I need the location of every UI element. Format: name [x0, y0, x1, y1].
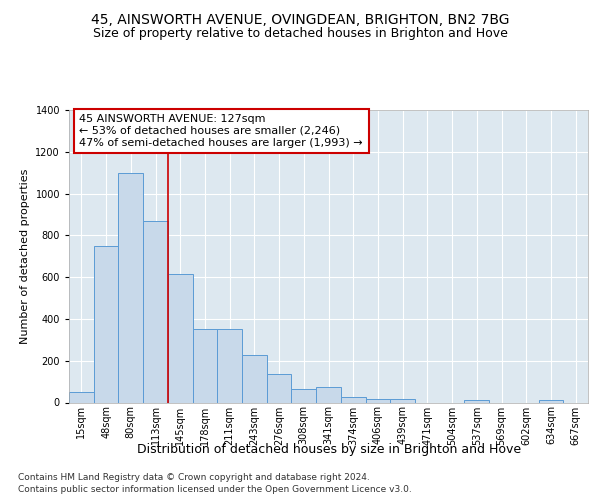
Text: 45 AINSWORTH AVENUE: 127sqm
← 53% of detached houses are smaller (2,246)
47% of : 45 AINSWORTH AVENUE: 127sqm ← 53% of det… — [79, 114, 363, 148]
Bar — [316, 388, 341, 402]
Bar — [390, 400, 415, 402]
Y-axis label: Number of detached properties: Number of detached properties — [20, 168, 30, 344]
Bar — [143, 220, 168, 402]
Bar — [267, 374, 292, 402]
Text: Size of property relative to detached houses in Brighton and Hove: Size of property relative to detached ho… — [92, 28, 508, 40]
Bar — [464, 400, 489, 402]
Bar — [168, 274, 193, 402]
Bar — [341, 398, 365, 402]
Bar — [365, 398, 390, 402]
Bar — [539, 400, 563, 402]
Bar — [69, 392, 94, 402]
Bar — [292, 389, 316, 402]
Bar — [94, 246, 118, 402]
Bar — [193, 330, 217, 402]
Text: Contains public sector information licensed under the Open Government Licence v3: Contains public sector information licen… — [18, 485, 412, 494]
Bar — [242, 355, 267, 403]
Bar — [217, 330, 242, 402]
Text: Distribution of detached houses by size in Brighton and Hove: Distribution of detached houses by size … — [137, 442, 521, 456]
Bar — [118, 172, 143, 402]
Text: 45, AINSWORTH AVENUE, OVINGDEAN, BRIGHTON, BN2 7BG: 45, AINSWORTH AVENUE, OVINGDEAN, BRIGHTO… — [91, 12, 509, 26]
Text: Contains HM Land Registry data © Crown copyright and database right 2024.: Contains HM Land Registry data © Crown c… — [18, 472, 370, 482]
